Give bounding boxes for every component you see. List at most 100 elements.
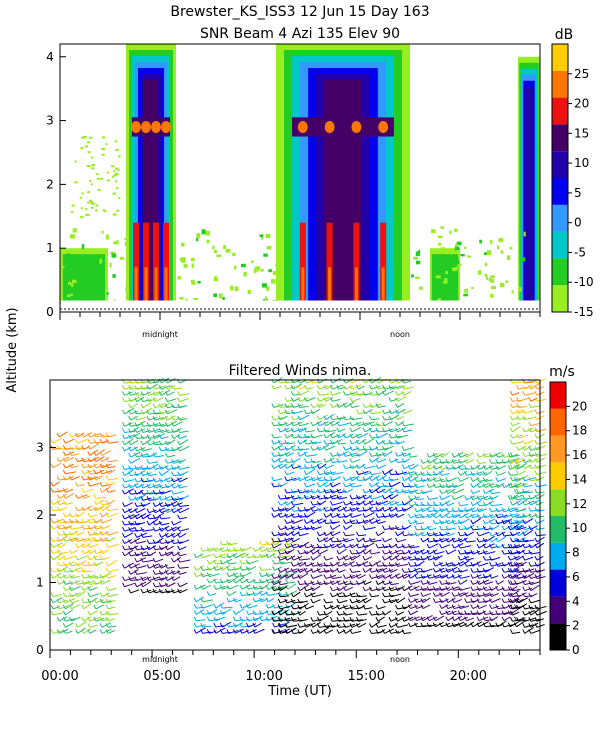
wind-barb-flag [534,470,538,475]
snr-plume-core [154,267,158,301]
wind-barb [208,608,218,615]
wind-barb-flag [482,568,486,573]
wind-barb [215,567,224,571]
wind-barb-flag [146,465,150,470]
snr-speck [95,204,99,207]
wind-barb [306,548,316,555]
snr-colorbar-segment [552,70,568,98]
wind-barb-flag [534,446,538,451]
wind-barb-flag [290,537,294,543]
wind-barb-flag [310,507,314,512]
wind-barb-flag [284,427,288,433]
wind-barb [466,452,474,458]
wind-barb [254,628,265,634]
wind-barb [416,522,425,525]
wind-barb-flag [297,531,301,536]
wind-barb-flag [457,580,461,585]
wind-barb-flag [401,482,405,488]
snr-speck [206,239,210,244]
wind-barb-flag [316,403,320,408]
snr-speck [506,255,511,261]
wind-barb [371,502,381,506]
wind-barb-flag [152,415,156,421]
wind-barb-flag [432,537,436,543]
wind-barb-flag [395,586,398,591]
wind-barb [108,625,117,628]
wind-barb-flag [252,547,256,552]
wind-barb [299,623,311,628]
wind-barb-flag [164,496,168,501]
wind-barb-flag [476,537,480,543]
wind-barb-flag [414,555,418,561]
wind-barb [536,415,545,421]
wind-barb [130,553,140,557]
wind-barb-flag [420,507,424,512]
wind-barb [215,547,225,552]
wind-barb [390,501,399,506]
wind-barb-flag [316,629,320,634]
wind-barb-flag [62,463,66,468]
wind-barb [293,383,303,390]
wind-barb [299,567,308,573]
wind-barb [173,484,182,489]
wind-barb [497,508,506,513]
wind-barb [416,598,426,603]
wind-barb [472,508,483,513]
snr-speck [437,298,441,302]
wind-barb-flag [105,463,109,468]
wind-barb-flag [336,513,340,518]
wind-barb-flag [272,616,276,621]
wind-barb-flag [146,428,150,433]
wind-barb-flag [407,598,411,603]
wind-barb-flag [219,553,223,558]
wind-barb [107,499,115,505]
wind-barb [248,628,257,634]
wind-barb-flag [81,469,85,475]
wind-barb-flag [355,421,359,427]
wind-barb-flag [171,471,174,476]
wind-barb [358,580,367,586]
wind-barb [518,434,529,439]
wind-barb-flag [259,616,262,621]
wind-barb [497,514,508,519]
wind-barb-flag [239,578,243,584]
wind-barb-flag [171,576,174,581]
winds-colorbar-tick-label: 2 [572,619,580,633]
snr-speck [260,268,264,272]
wind-barb [136,428,146,433]
wind-barb-flag [534,562,538,567]
wind-barb [299,467,309,470]
snr-speck [101,136,105,139]
wind-barb-flag [516,537,520,543]
wind-barb-flag [246,566,249,571]
wind-barb [524,454,534,457]
wind-barb-flag [522,531,526,536]
wind-barb-flag [470,604,474,609]
wind-barb [403,533,414,537]
wind-barb-flag [284,610,288,616]
wind-barb [485,612,494,616]
wind-barb-flag [457,616,461,621]
wind-barb-flag [122,551,125,557]
wind-barb [435,551,445,555]
wind-barb [142,497,152,501]
wind-barb-flag [277,482,281,488]
wind-barb [510,606,518,610]
wind-barb-flag [388,580,392,585]
wind-barb-flag [388,476,392,481]
wind-barb [312,381,322,384]
wind-barb [235,548,245,552]
wind-barb [241,584,251,590]
wind-barb-flag [146,496,150,501]
wind-barb-flag [56,488,60,493]
wind-barb-flag [206,547,210,552]
wind-barb [148,397,157,403]
wind-barb [77,432,85,438]
wind-barb-flag [534,519,538,524]
wind-barb-flag [528,549,532,555]
wind-barb-flag [81,537,85,542]
wind-barb [377,389,387,396]
winds-marker-noon: noon [390,655,410,664]
wind-barb-flag [56,518,60,524]
wind-barb [351,439,360,445]
